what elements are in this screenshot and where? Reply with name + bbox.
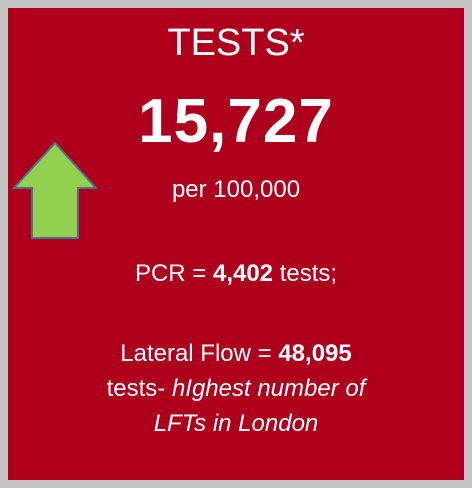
stat-card: TESTS* 15,727 per 100,000 PCR = 4,402 te… <box>8 8 464 480</box>
lf-line-1: Lateral Flow = 48,095 <box>8 340 464 368</box>
up-arrow <box>11 141 99 239</box>
lf-lead: Lateral Flow = <box>120 340 279 367</box>
pcr-line: PCR = 4,402 tests; <box>8 260 464 288</box>
arrow-layer <box>11 141 99 239</box>
pcr-value: 4,402 <box>212 260 274 287</box>
pcr-tail: tests; <box>273 260 338 287</box>
lf-tail: tests- <box>106 375 172 402</box>
title: TESTS* <box>167 22 305 64</box>
lf-line-2: tests- hIghest number of <box>8 375 464 403</box>
headline-unit: per 100,000 <box>171 176 301 203</box>
headline-value: 15,727 <box>138 87 334 156</box>
pcr-lead: PCR = <box>134 260 213 287</box>
lf-note: hIghest number of <box>171 375 366 402</box>
lf-value: 48,095 <box>278 340 352 367</box>
lf-note-2: LFTs in London <box>153 410 319 437</box>
